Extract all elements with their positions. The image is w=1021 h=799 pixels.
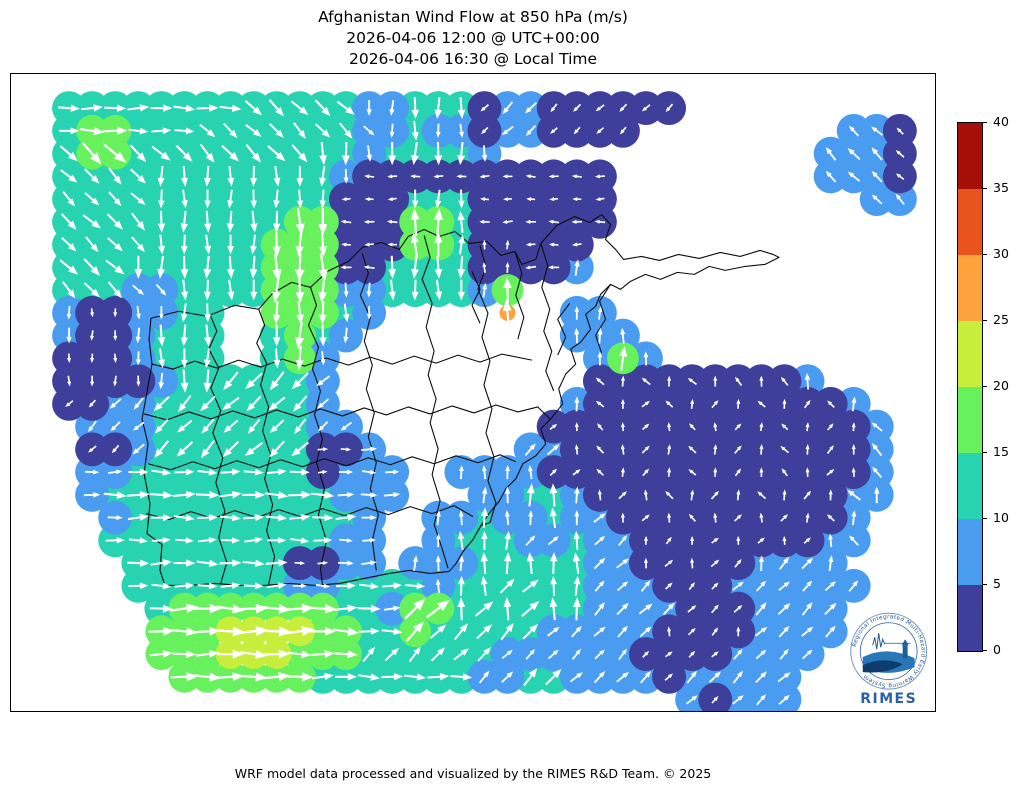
colorbar (957, 122, 983, 652)
colorbar-tick-label: 40 (993, 114, 1009, 129)
colorbar-tick-label: 0 (993, 642, 1001, 657)
province-boundaries (141, 214, 780, 586)
wind-field-map: Regional Integrated Multi-Hazard Early W… (52, 91, 928, 711)
colorbar-ticks: 0 5 10 15 20 25 30 35 40 (983, 114, 1021, 657)
colorbar-tick-mark (983, 584, 987, 585)
colorbar-tick-label: 35 (993, 180, 1009, 195)
colorbar-band-5 (958, 255, 982, 321)
colorbar-band-6 (958, 189, 982, 255)
wind-speed-blobs (52, 91, 917, 711)
colorbar-tick-mark (983, 386, 987, 387)
colorbar-tick-mark (983, 188, 987, 189)
colorbar-tick-label: 10 (993, 510, 1009, 525)
rimes-logo: Regional Integrated Multi-Hazard Early W… (850, 612, 928, 707)
colorbar-band-1 (958, 519, 982, 585)
colorbar-band-4 (958, 321, 982, 387)
colorbar-tick-label: 5 (993, 576, 1001, 591)
colorbar-tick-label: 25 (993, 312, 1009, 327)
colorbar-band-3 (958, 387, 982, 453)
colorbar-band-0 (958, 585, 982, 651)
colorbar-tick-mark (983, 518, 987, 519)
wind-arrows (58, 97, 905, 706)
colorbar-band-2 (958, 453, 982, 519)
colorbar-tick-label: 20 (993, 378, 1009, 393)
title-local-time: 2026-04-06 16:30 @ Local Time (348, 50, 598, 68)
colorbar-tick-label: 15 (993, 444, 1009, 459)
title-utc-time: 2026-04-06 12:00 @ UTC+00:00 (346, 29, 600, 47)
colorbar-tick-mark (983, 254, 987, 255)
colorbar-tick-mark (983, 452, 987, 453)
footer-credit: WRF model data processed and visualized … (234, 766, 712, 781)
colorbar-tick-mark (983, 650, 987, 651)
colorbar-band-7 (958, 123, 982, 189)
colorbar-tick-label: 30 (993, 246, 1009, 261)
title-main: Afghanistan Wind Flow at 850 hPa (m/s) (318, 8, 628, 26)
map-frame: Regional Integrated Multi-Hazard Early W… (10, 73, 936, 712)
colorbar-tick-mark (983, 122, 987, 123)
rimes-logo-wordmark: RIMES (860, 691, 917, 707)
figure-title: Afghanistan Wind Flow at 850 hPa (m/s) 2… (10, 7, 936, 70)
colorbar-tick-mark (983, 320, 987, 321)
